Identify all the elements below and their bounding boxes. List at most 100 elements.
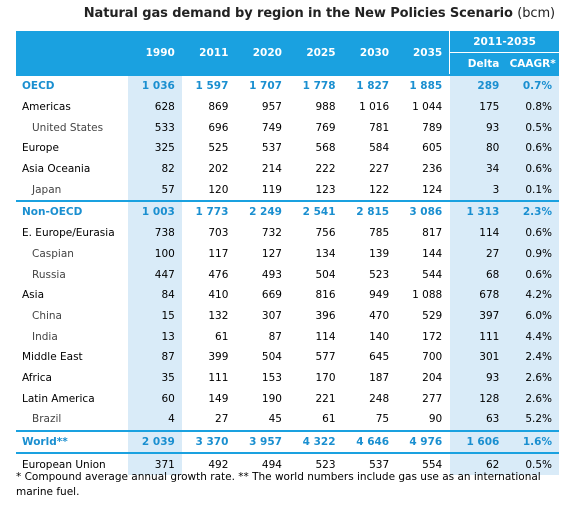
value-2030: 470 (369, 309, 390, 322)
value-cagr: 0.6% (506, 264, 559, 285)
row-label: Japan (16, 179, 129, 202)
value-2025: 221 (315, 392, 336, 405)
value-2025: 523 (315, 458, 336, 471)
value-2035: 3 086 (396, 200, 450, 223)
table-row: European Union 371 492 494 523 537 554 62 0.5% (16, 453, 559, 476)
value-2020: 214 (261, 163, 282, 176)
value-2030: 1 016 (359, 101, 390, 114)
value-2020: 494 (261, 458, 282, 471)
row-label: OECD (16, 74, 129, 97)
value-2011: 525 (208, 142, 229, 155)
value-2020: 2 249 (235, 200, 289, 223)
value-cagr: 4.4% (506, 326, 559, 347)
table-row: Europe 325 525 537 568 584 605 80 0.6% (16, 138, 559, 159)
value-2025: 568 (315, 142, 336, 155)
header-cagr: CAAGR* (506, 52, 559, 75)
value-2011: 476 (208, 268, 229, 281)
row-label: India (32, 330, 58, 343)
row-label: United States (32, 121, 104, 134)
value-2025: 577 (315, 351, 336, 364)
value-delta: 397 (449, 305, 507, 327)
value-1990: 35 (128, 367, 182, 389)
value-2011: 1 773 (181, 200, 236, 223)
value-2025: 396 (315, 309, 336, 322)
value-cagr: 2.3% (506, 200, 559, 223)
value-1990: 628 (128, 96, 182, 118)
value-delta: 63 (449, 409, 507, 432)
value-delta: 678 (449, 284, 507, 306)
value-delta: 62 (449, 453, 507, 476)
value-2030: 785 (369, 227, 390, 240)
value-1990: 60 (128, 388, 182, 409)
value-2035: 90 (396, 409, 450, 432)
table-row: Caspian 100 117 127 134 139 144 27 0.9% (16, 243, 559, 265)
value-cagr: 0.6% (506, 222, 559, 244)
value-delta: 1 313 (449, 200, 507, 223)
value-2030: 645 (369, 351, 390, 364)
value-2020: 190 (261, 392, 282, 405)
value-delta: 175 (449, 96, 507, 118)
value-cagr: 0.6% (506, 138, 559, 159)
row-label: Non-OECD (16, 200, 129, 223)
value-cagr: 0.5% (506, 453, 559, 476)
value-1990: 15 (128, 305, 182, 327)
value-2035: 529 (422, 309, 443, 322)
table-row: Japan 57 120 119 123 122 124 3 0.1% (16, 179, 559, 202)
value-2030: 781 (369, 121, 390, 134)
value-2011: 399 (208, 351, 229, 364)
value-2030: 227 (369, 163, 390, 176)
value-2035: 817 (422, 227, 443, 240)
header-year-2020: 2020 (235, 31, 289, 75)
value-1990: 447 (128, 264, 182, 285)
table-row: Americas 628 869 957 988 1 016 1 044 175 0.8% (16, 96, 559, 118)
value-2035: 1 088 (412, 289, 443, 302)
value-2025: 504 (315, 268, 336, 281)
value-1990: 57 (128, 179, 182, 202)
value-2030: 140 (369, 330, 390, 343)
value-2025: 1 778 (288, 74, 343, 97)
table-row: Latin America 60 149 190 221 248 277 128 2.6% (16, 388, 559, 409)
value-delta: 289 (449, 74, 507, 97)
value-2025: 816 (315, 289, 336, 302)
value-delta: 128 (449, 388, 507, 409)
value-2035: 1 044 (412, 101, 443, 114)
row-label: Latin America (22, 392, 95, 405)
value-delta: 80 (449, 138, 507, 159)
value-2020: 669 (261, 289, 282, 302)
value-delta: 34 (449, 158, 507, 180)
table-row: India 13 61 87 114 140 172 111 4.4% (16, 326, 559, 347)
row-label: Caspian (32, 247, 74, 260)
value-2025: 134 (315, 247, 336, 260)
value-1990: 738 (128, 222, 182, 244)
row-label: Asia (22, 289, 45, 302)
value-2020: 153 (261, 371, 282, 384)
value-cagr: 2.6% (506, 367, 559, 389)
value-2011: 27 (181, 409, 236, 432)
value-2020: 119 (235, 179, 289, 202)
value-2030: 187 (369, 371, 390, 384)
value-cagr: 0.6% (506, 158, 559, 180)
value-2011: 61 (215, 330, 229, 343)
value-2020: 87 (268, 330, 282, 343)
value-2035: 4 976 (396, 429, 450, 455)
table-row: OECD 1 036 1 597 1 707 1 778 1 827 1 885 289 0.7… (16, 74, 559, 97)
value-2025: 123 (288, 179, 343, 202)
row-label: European Union (22, 458, 106, 471)
value-2020: 957 (261, 101, 282, 114)
value-2035: 544 (422, 268, 443, 281)
value-2011: 492 (208, 458, 229, 471)
value-2035: 700 (422, 351, 443, 364)
table-row: World** 2 039 3 370 3 957 4 322 4 646 4 976 1 6… (16, 429, 559, 455)
value-2035: 204 (422, 371, 443, 384)
value-1990: 2 039 (128, 429, 182, 455)
value-cagr: 4.2% (506, 284, 559, 306)
value-cagr: 0.8% (506, 96, 559, 118)
value-2030: 537 (369, 458, 390, 471)
table-row: Asia Oceania 82 202 214 222 227 236 34 0.6% (16, 158, 559, 180)
value-cagr: 5.2% (506, 409, 559, 432)
value-2030: 949 (369, 289, 390, 302)
table-row: E. Europe/Eurasia 738 703 732 756 785 817 114 0.… (16, 222, 559, 244)
value-delta: 1 606 (449, 429, 507, 455)
value-2020: 732 (261, 227, 282, 240)
table-title: Natural gas demand by region in the New … (84, 6, 555, 21)
